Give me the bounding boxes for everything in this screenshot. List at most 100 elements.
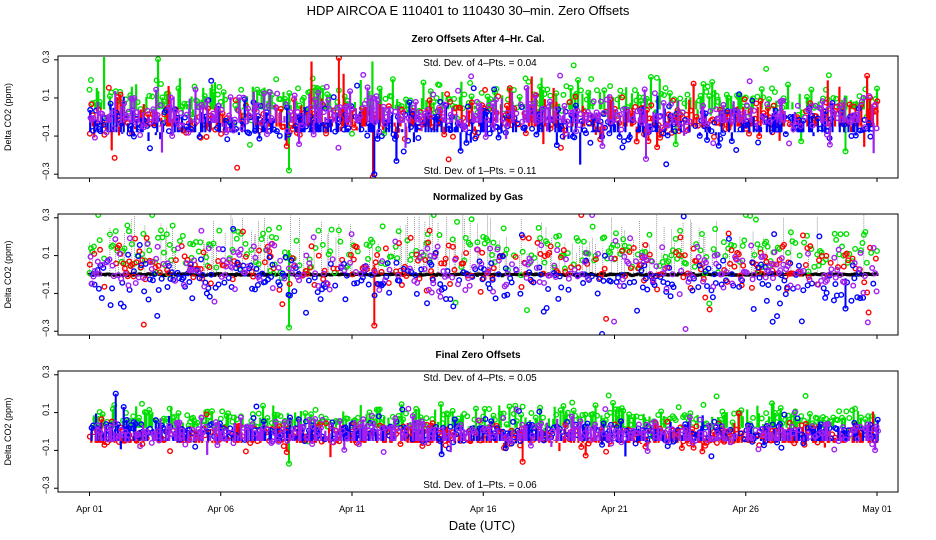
data-point	[132, 235, 139, 242]
data-point	[822, 415, 829, 422]
data-point	[607, 83, 614, 90]
data-point	[872, 270, 879, 277]
data-point	[436, 231, 443, 238]
data-point	[595, 250, 602, 257]
data-point	[149, 93, 156, 100]
data-point	[658, 408, 665, 415]
data-point	[120, 260, 127, 267]
data-point	[478, 260, 485, 267]
data-point	[667, 101, 674, 108]
data-point	[513, 418, 520, 425]
data-point	[90, 243, 97, 250]
data-point	[238, 86, 245, 93]
data-point	[212, 284, 219, 291]
data-point	[320, 270, 327, 277]
data-point	[230, 127, 237, 134]
series-2	[86, 214, 879, 329]
data-point	[797, 268, 804, 275]
data-point	[197, 239, 204, 246]
data-point	[729, 280, 736, 287]
data-point	[263, 247, 270, 254]
data-point	[421, 266, 428, 273]
data-point	[153, 86, 160, 93]
data-point	[547, 243, 554, 250]
data-point	[110, 125, 117, 132]
data-point	[717, 135, 724, 142]
data-point	[619, 247, 626, 254]
data-point	[665, 258, 672, 265]
data-point	[577, 87, 584, 94]
data-point	[822, 294, 829, 301]
data-point	[755, 139, 762, 146]
data-point	[146, 247, 153, 254]
data-point	[610, 399, 617, 406]
data-point	[632, 258, 639, 265]
data-point	[547, 125, 554, 132]
data-point	[276, 286, 283, 293]
data-point	[659, 244, 666, 251]
data-point	[594, 290, 601, 297]
data-point	[231, 286, 238, 293]
data-point	[833, 95, 840, 102]
data-point	[203, 290, 210, 297]
data-point	[638, 120, 645, 127]
data-point	[184, 256, 191, 263]
data-point	[224, 126, 231, 133]
data-point	[441, 131, 448, 138]
data-point	[512, 253, 519, 260]
data-point	[501, 292, 508, 299]
data-point	[854, 294, 861, 301]
data-point	[175, 245, 182, 252]
data-point	[545, 285, 552, 292]
data-point	[818, 249, 825, 256]
data-point	[757, 245, 764, 252]
data-point	[564, 409, 571, 416]
data-point	[863, 259, 870, 266]
data-point	[838, 291, 845, 298]
data-point	[653, 74, 660, 81]
data-point	[449, 236, 456, 243]
data-point	[592, 256, 599, 263]
data-point	[277, 257, 284, 264]
data-point	[680, 274, 687, 281]
data-point	[646, 251, 653, 258]
data-point	[393, 157, 400, 164]
data-point	[705, 265, 712, 272]
data-point	[157, 227, 164, 234]
data-point	[231, 116, 238, 123]
data-point	[383, 273, 390, 280]
data-point	[731, 263, 738, 270]
data-point	[172, 108, 179, 115]
data-point	[225, 274, 232, 281]
data-point	[832, 274, 839, 281]
data-point	[630, 245, 637, 252]
data-point	[500, 225, 507, 232]
data-point	[580, 280, 587, 287]
data-point	[667, 293, 674, 300]
data-point	[449, 274, 456, 281]
data-point	[869, 265, 876, 272]
data-point	[215, 245, 222, 252]
data-point	[764, 243, 771, 250]
data-point	[109, 109, 116, 116]
data-point	[233, 235, 240, 242]
data-point	[221, 279, 228, 286]
data-point	[585, 440, 592, 447]
series-4	[87, 214, 880, 333]
data-point	[686, 440, 693, 447]
data-point	[116, 242, 123, 249]
data-point	[771, 249, 778, 256]
data-point	[513, 267, 520, 274]
data-point	[827, 259, 834, 266]
data-point	[484, 237, 491, 244]
data-point	[777, 267, 784, 274]
data-point	[535, 224, 542, 231]
y-tick-label: −0.1	[41, 282, 51, 300]
data-point	[677, 234, 684, 241]
series-4	[87, 71, 880, 163]
data-point	[163, 231, 170, 238]
data-point	[285, 265, 292, 272]
data-point	[540, 414, 547, 421]
data-point	[751, 251, 758, 258]
